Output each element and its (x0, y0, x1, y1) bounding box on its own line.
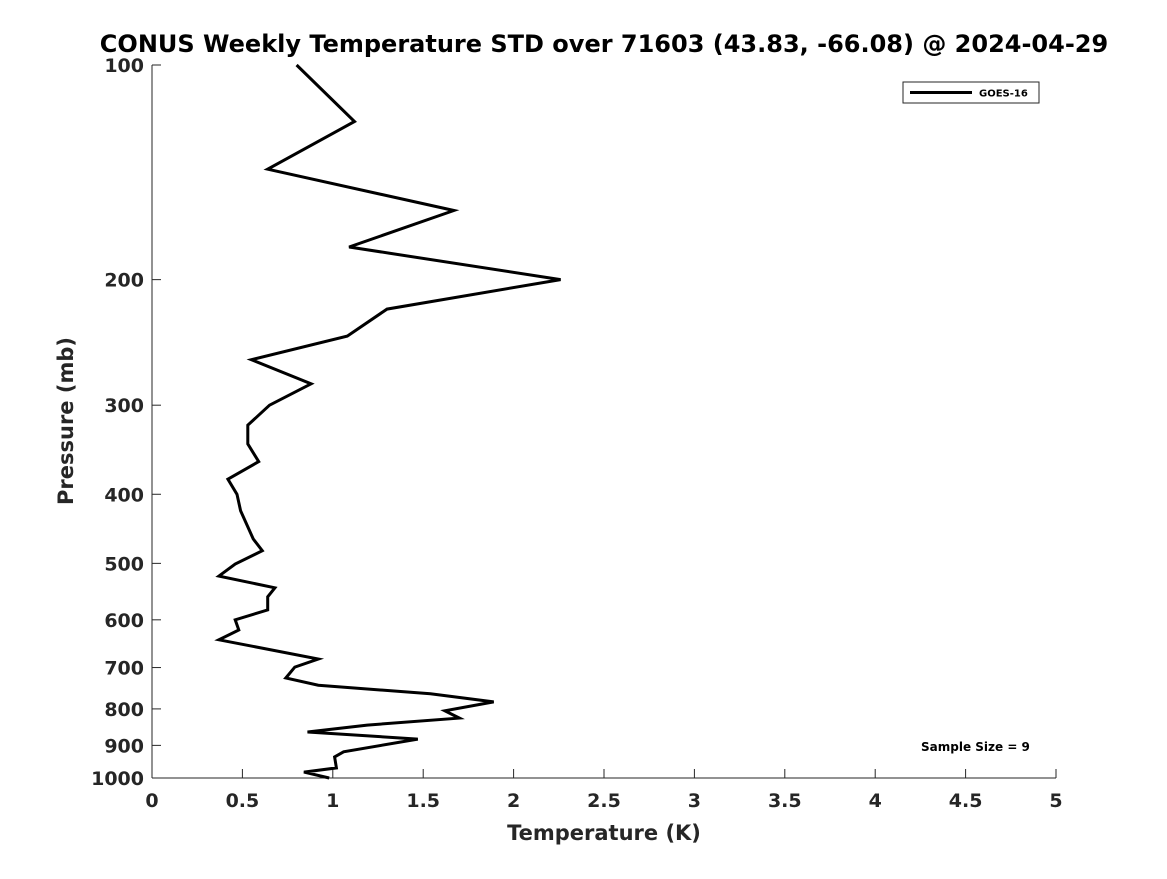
y-tick-label: 100 (104, 55, 144, 77)
legend: GOES-16 (903, 82, 1039, 103)
x-axis-label: Temperature (K) (507, 821, 701, 845)
x-tick-label: 1 (326, 790, 339, 812)
axes: 0 0.5 1 1.5 2 2.5 3 3.5 4 4.5 5 100 200 300 400 500 600 7… (91, 55, 1063, 812)
y-tick-label: 300 (104, 395, 144, 417)
x-tick-label: 4 (869, 790, 882, 812)
chart-title: CONUS Weekly Temperature STD over 71603 … (100, 30, 1108, 58)
y-axis-label: Pressure (mb) (54, 337, 78, 505)
y-tick-label: 400 (104, 484, 144, 506)
y-tick-label: 500 (104, 553, 144, 575)
x-tick-label: 4.5 (949, 790, 983, 812)
x-tick-label: 5 (1049, 790, 1062, 812)
y-tick-label: 900 (104, 735, 144, 757)
x-tick-label: 0 (145, 790, 158, 812)
y-tick-label: 1000 (91, 768, 144, 790)
x-tick-label: 3.5 (768, 790, 802, 812)
sample-size-annotation: Sample Size = 9 (921, 740, 1030, 754)
x-tick-label: 2 (507, 790, 520, 812)
x-tick-label: 2.5 (587, 790, 621, 812)
x-tick-label: 0.5 (226, 790, 260, 812)
y-tick-label: 600 (104, 610, 144, 632)
x-tick-label: 3 (688, 790, 701, 812)
legend-label-goes-16: GOES-16 (979, 89, 1028, 100)
y-tick-label: 800 (104, 699, 144, 721)
y-tick-label: 700 (104, 658, 144, 680)
y-tick-label: 200 (104, 270, 144, 292)
series-line-goes-16 (219, 65, 561, 778)
x-tick-label: 1.5 (406, 790, 440, 812)
